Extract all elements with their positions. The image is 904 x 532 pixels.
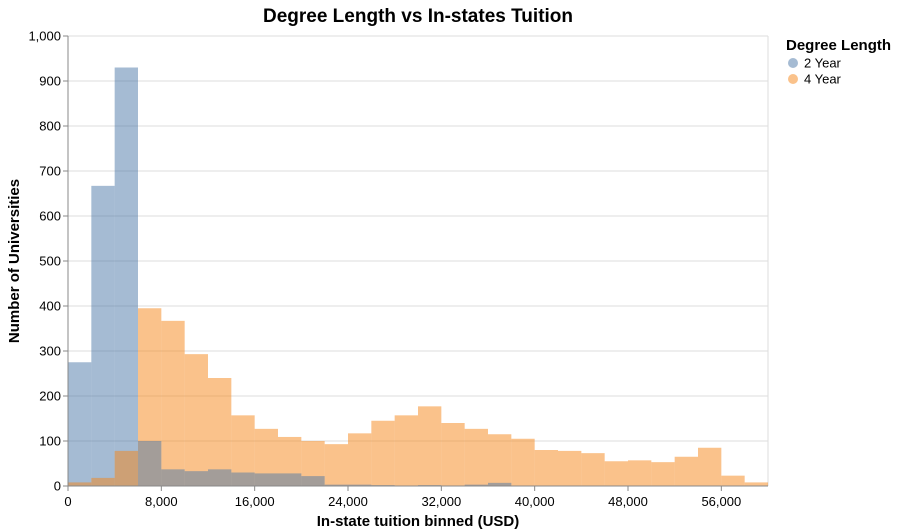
bar-series-2-bin-5 [254, 473, 278, 486]
x-tick-label-1: 8,000 [145, 494, 178, 509]
bar-series-1-bin-28 [721, 475, 745, 486]
series-2-year-tail-bars [138, 441, 512, 486]
bar-series-2-bin-2 [184, 471, 208, 486]
x-tick-label-3: 24,000 [328, 494, 368, 509]
x-axis-ticks: 0 8,000 16,000 24,000 32,000 40,000 48,000 56,0… [64, 486, 741, 509]
bar-series-1-bin-17 [464, 428, 488, 486]
y-tick-label-7: 700 [39, 164, 61, 179]
legend-label-1: 4 Year [804, 72, 842, 87]
bar-series-1-bin-26 [674, 456, 698, 486]
bar-series-2-bin-1 [161, 469, 185, 486]
chart-title: Degree Length vs In-states Tuition [263, 6, 573, 27]
bar-series-1-bin-27 [698, 447, 722, 486]
bar-series-2-bin-6 [278, 473, 302, 486]
x-tick-label-6: 48,000 [608, 494, 648, 509]
y-tick-label-1: 100 [39, 434, 61, 449]
bar-series-0-bin-2 [114, 67, 138, 486]
bar-series-2-bin-8 [324, 484, 348, 486]
bar-series-1-bin-16 [441, 423, 465, 486]
x-tick-label-7: 56,000 [701, 494, 741, 509]
y-tick-label-10: 1,000 [28, 29, 61, 44]
bar-series-2-bin-12 [464, 484, 488, 486]
bar-series-0-bin-0 [68, 362, 92, 486]
y-tick-label-0: 0 [54, 479, 61, 494]
bar-series-1-bin-21 [558, 450, 582, 486]
y-tick-label-9: 900 [39, 74, 61, 89]
x-tick-label-0: 0 [64, 494, 71, 509]
x-tick-label-2: 16,000 [235, 494, 275, 509]
bar-series-1-bin-15 [418, 406, 442, 486]
bar-series-1-bin-14 [394, 415, 418, 486]
bar-series-2-bin-13 [488, 482, 512, 486]
y-tick-label-4: 400 [39, 299, 61, 314]
bar-series-1-bin-2 [114, 450, 138, 486]
y-tick-label-6: 600 [39, 209, 61, 224]
legend-swatch-0 [788, 58, 798, 68]
y-axis-ticks: 0 100 200 300 400 500 600 700 800 900 1,000 [28, 29, 68, 494]
bar-series-1-bin-10 [301, 441, 325, 486]
bar-series-2-bin-3 [208, 469, 232, 486]
y-axis-title: Number of Universities [6, 179, 23, 343]
bar-series-1-bin-7 [231, 415, 255, 486]
bar-series-0-bin-1 [91, 185, 115, 486]
legend-title: Degree Length [786, 37, 891, 54]
bar-series-2-bin-4 [231, 472, 255, 486]
bar-series-1-bin-13 [371, 420, 395, 486]
bar-series-1-bin-22 [581, 453, 605, 486]
series-4-year-bars [68, 308, 768, 486]
bar-series-2-bin-0 [138, 441, 162, 486]
bar-series-1-bin-5 [184, 354, 208, 486]
bar-series-1-bin-20 [534, 450, 558, 486]
legend-label-0: 2 Year [804, 56, 842, 71]
bar-series-1-bin-1 [91, 477, 115, 486]
legend-swatch-1 [788, 74, 798, 84]
bar-series-1-bin-19 [511, 438, 535, 486]
y-tick-label-2: 200 [39, 389, 61, 404]
y-tick-label-8: 800 [39, 119, 61, 134]
bar-series-1-bin-6 [208, 378, 232, 486]
bar-series-1-bin-4 [161, 320, 185, 486]
bar-series-1-bin-24 [628, 460, 652, 486]
y-tick-label-3: 300 [39, 344, 61, 359]
y-tick-label-5: 500 [39, 254, 61, 269]
bar-series-1-bin-0 [68, 482, 92, 486]
bar-series-1-bin-25 [651, 462, 675, 486]
series-2-year-bars [68, 67, 138, 486]
bar-series-1-bin-29 [744, 482, 768, 486]
bar-series-1-bin-23 [604, 461, 628, 486]
bar-series-1-bin-8 [254, 428, 278, 486]
bar-series-2-bin-7 [301, 476, 325, 486]
bar-series-2-bin-9 [348, 484, 372, 486]
bar-series-1-bin-12 [348, 433, 372, 486]
x-tick-label-5: 40,000 [515, 494, 555, 509]
bar-series-1-bin-11 [324, 444, 348, 486]
x-axis-title: In-state tuition binned (USD) [317, 513, 519, 530]
bar-series-1-bin-18 [488, 434, 512, 486]
x-tick-label-4: 32,000 [421, 494, 461, 509]
